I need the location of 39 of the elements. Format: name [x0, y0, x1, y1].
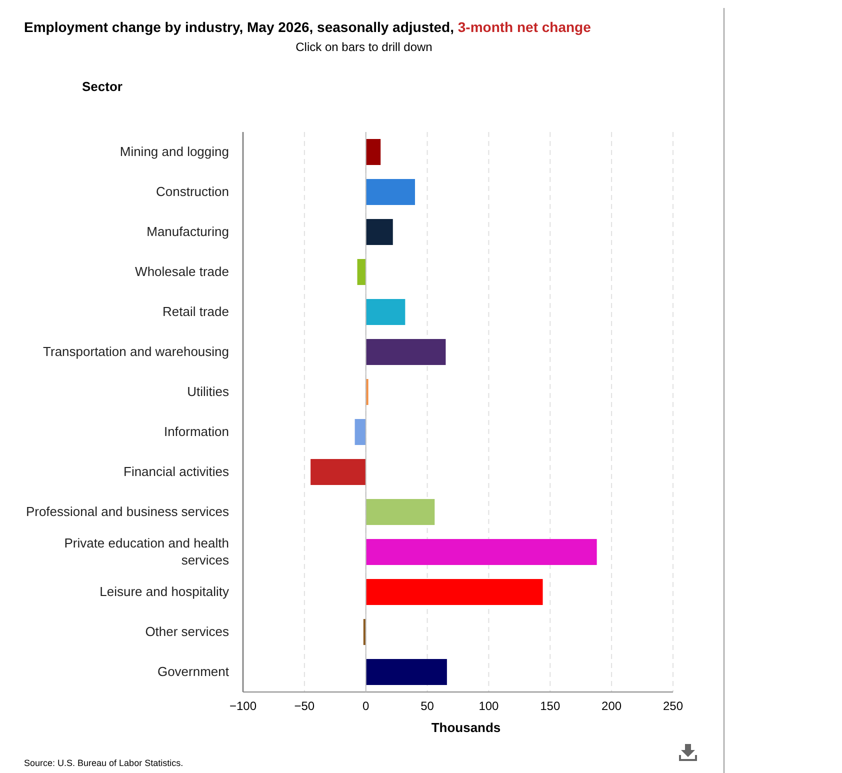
bar: [366, 499, 435, 525]
y-tick-label: Professional and business services: [26, 504, 230, 519]
x-tick-label: 200: [602, 699, 622, 713]
x-tick-label: 0: [362, 699, 370, 713]
bar: [366, 299, 406, 325]
y-tick-label: Financial activities: [124, 464, 230, 479]
x-tick-label: 100: [478, 699, 500, 713]
x-tick-label: 50: [420, 699, 434, 713]
chart-subtitle: Click on bars to drill down: [296, 40, 432, 54]
y-tick-label: Transportation and warehousing: [43, 344, 229, 359]
x-tick-label: −100: [229, 699, 257, 713]
y-tick-label: Information: [164, 424, 229, 439]
bar: [366, 579, 543, 605]
y-tick-label: Private education and health services: [64, 536, 230, 568]
x-tick-label: 250: [662, 699, 684, 713]
bar: [354, 419, 366, 445]
bar: [310, 459, 366, 485]
bar: [366, 179, 415, 205]
y-tick-label: Manufacturing: [146, 224, 229, 239]
x-tick-label: −50: [294, 699, 315, 713]
y-tick-label: Retail trade: [162, 304, 229, 319]
x-tick-label: 150: [540, 699, 560, 713]
bar: [357, 259, 366, 285]
bar: [366, 659, 447, 685]
bar: [366, 139, 381, 165]
y-tick-label: Other services: [145, 624, 230, 639]
bar: [366, 219, 393, 245]
y-tick-label: Construction: [156, 184, 229, 199]
y-tick-label: Government: [157, 664, 230, 679]
y-axis-title: Sector: [82, 79, 122, 94]
y-tick-label: Wholesale trade: [135, 264, 229, 279]
y-tick-label: Leisure and hospitality: [100, 584, 230, 599]
source-note: Source: U.S. Bureau of Labor Statistics.: [24, 758, 184, 768]
y-tick-label: Utilities: [187, 384, 230, 399]
y-tick-label: Mining and logging: [120, 144, 229, 159]
x-axis-title: Thousands: [431, 720, 501, 735]
chart-title: Employment change by industry, May 2026, seasonally adjusted, 3-month net change: [24, 19, 592, 35]
bar: [366, 339, 446, 365]
bar: [366, 539, 597, 565]
